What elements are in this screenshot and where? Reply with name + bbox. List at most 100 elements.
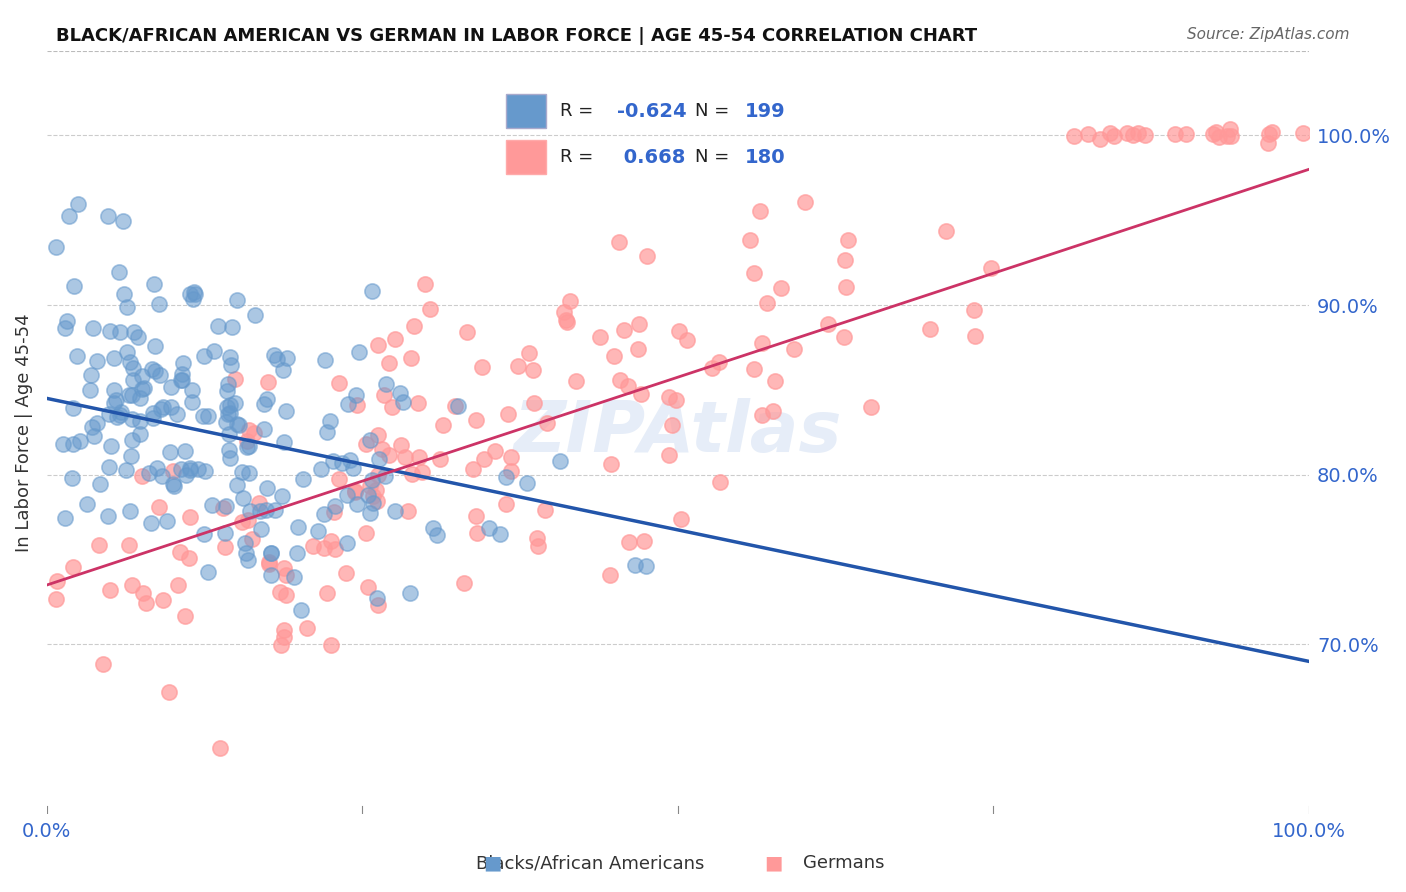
Point [367,598,389,612]
Point [489,527,512,541]
Point [157,684,180,698]
Point [143,364,166,378]
Point [555,315,578,329]
Point [962,302,984,317]
Point [143,339,166,353]
Point [124,326,146,340]
Point [322,454,344,468]
Point [177,551,200,566]
Point [516,475,538,490]
Point [173,608,195,623]
Point [661,417,683,432]
Point [274,588,297,602]
Point [357,488,380,502]
Point [749,203,772,218]
Point [560,293,582,308]
Point [322,504,344,518]
Point [360,284,382,298]
Point [834,329,856,343]
Text: Source: ZipAtlas.com: Source: ZipAtlas.com [1187,27,1350,42]
Point [465,509,488,524]
Point [835,280,858,294]
Point [260,568,283,582]
Point [221,319,243,334]
Point [276,403,298,417]
Point [150,402,173,417]
Point [377,448,399,462]
Point [115,301,138,315]
Point [187,462,209,476]
Point [1216,129,1239,144]
Point [526,531,548,545]
Point [744,266,766,280]
Point [118,504,141,518]
Point [1063,128,1085,143]
Point [224,371,246,385]
Point [62,401,84,415]
Point [1208,130,1230,145]
Point [384,332,406,346]
Point [1257,128,1279,142]
Point [668,324,690,338]
Point [53,511,76,525]
Point [115,345,138,359]
Point [127,330,149,344]
Point [149,368,172,382]
Point [131,382,153,396]
Point [108,325,131,339]
Point [394,450,416,464]
Point [214,540,236,554]
Point [260,545,283,559]
Point [129,414,152,428]
Point [522,362,544,376]
Point [52,437,75,451]
Point [837,233,859,247]
Point [86,416,108,430]
Point [287,520,309,534]
Point [609,373,631,387]
Point [87,538,110,552]
Point [498,407,520,421]
Point [273,623,295,637]
Point [162,464,184,478]
Y-axis label: In Labor Force | Age 45-54: In Labor Force | Age 45-54 [15,313,32,551]
Point [356,437,378,451]
Point [675,333,697,347]
Point [1174,128,1197,142]
Point [167,578,190,592]
Point [160,380,183,394]
Text: R =: R = [560,148,599,166]
Point [270,638,292,652]
Point [366,591,388,605]
Point [257,375,280,389]
Point [121,433,143,447]
Point [103,351,125,366]
Point [413,277,436,291]
Point [80,419,103,434]
Point [1128,126,1150,140]
Point [269,585,291,599]
Point [756,296,779,310]
Point [346,497,368,511]
Point [323,541,346,556]
Point [817,317,839,331]
Point [236,513,259,527]
Point [315,586,337,600]
Point [336,487,359,501]
Point [138,467,160,481]
Point [478,521,501,535]
Point [291,473,314,487]
FancyBboxPatch shape [506,140,546,175]
Point [1077,127,1099,141]
Point [295,621,318,635]
Point [276,351,298,365]
Point [367,467,389,482]
Point [201,499,224,513]
Point [76,497,98,511]
Point [273,434,295,449]
Point [599,567,621,582]
Point [366,494,388,508]
Point [58,209,80,223]
Point [373,388,395,402]
Point [744,362,766,376]
